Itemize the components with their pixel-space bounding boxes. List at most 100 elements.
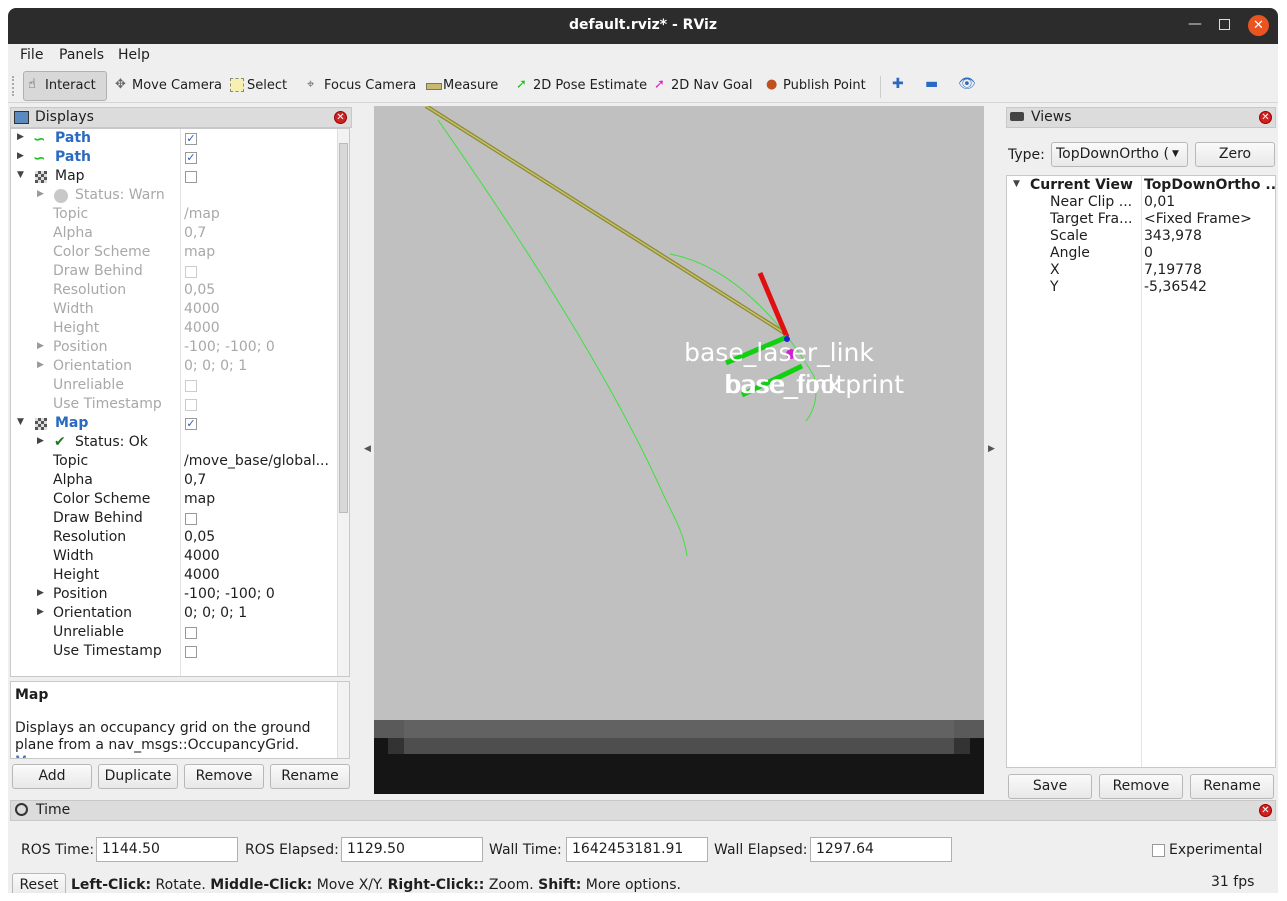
panel-close[interactable]: ✕ bbox=[1259, 804, 1272, 817]
expand-arrow[interactable]: ▶ bbox=[37, 588, 44, 598]
property-value[interactable]: -100; -100; 0 bbox=[184, 586, 275, 602]
button[interactable]: Duplicate bbox=[98, 764, 178, 789]
property-value[interactable]: 0; 0; 0; 1 bbox=[184, 605, 248, 621]
display-label: Height bbox=[53, 567, 100, 583]
hint-action: Move X/Y. bbox=[316, 877, 384, 893]
maximize-button[interactable] bbox=[1219, 19, 1230, 30]
type-label: Type: bbox=[1008, 147, 1045, 163]
property-value[interactable]: 4000 bbox=[184, 567, 220, 583]
panel-close[interactable]: ✕ bbox=[334, 111, 347, 124]
scrollbar-thumb[interactable] bbox=[339, 143, 348, 513]
3d-viewport[interactable]: base_laser_link base_footprint base_link bbox=[374, 106, 984, 794]
expand-arrow[interactable]: ▶ bbox=[37, 189, 44, 199]
expand-arrow[interactable]: ▶ bbox=[37, 360, 44, 370]
time-field: 1297.64 bbox=[810, 837, 952, 862]
property-value[interactable]: 0 bbox=[1144, 245, 1153, 261]
button[interactable]: Rename bbox=[270, 764, 350, 789]
tool-button[interactable]: 2D Nav Goal bbox=[671, 78, 753, 93]
expand-arrow[interactable]: ▼ bbox=[17, 170, 24, 180]
property-value: 4000 bbox=[184, 301, 220, 317]
checkbox[interactable]: ✓ bbox=[185, 132, 197, 145]
button[interactable]: Rename bbox=[1190, 774, 1274, 799]
display-label: Alpha bbox=[53, 225, 93, 241]
property-value[interactable]: <Fixed Frame> bbox=[1144, 211, 1252, 227]
window-title: default.rviz* - RViz bbox=[568, 17, 717, 33]
display-label[interactable]: Path bbox=[55, 149, 91, 165]
menu-item[interactable]: File bbox=[20, 47, 44, 63]
tool-button[interactable]: Interact bbox=[45, 78, 96, 93]
tool-button[interactable]: Focus Camera bbox=[324, 78, 417, 93]
property-value[interactable]: 343,978 bbox=[1144, 228, 1202, 244]
checkbox[interactable] bbox=[185, 627, 197, 639]
checkbox[interactable] bbox=[185, 171, 197, 183]
display-label[interactable]: Path bbox=[55, 130, 91, 146]
panel-header: Displays ✕ bbox=[10, 107, 352, 128]
expand-arrow[interactable]: ▼ bbox=[17, 417, 24, 427]
checkbox bbox=[185, 266, 197, 278]
view-tool[interactable]: ▬ bbox=[925, 76, 939, 92]
more-link[interactable]: More bbox=[15, 754, 50, 758]
time-field: 1642453181.91 bbox=[566, 837, 708, 862]
expand-arrow[interactable]: ▶ bbox=[17, 151, 24, 161]
display-label: Color Scheme bbox=[53, 491, 151, 507]
property-value[interactable]: -5,36542 bbox=[1144, 279, 1207, 295]
expand-arrow[interactable]: ▼ bbox=[1013, 179, 1020, 189]
property-value[interactable]: 0,05 bbox=[184, 529, 216, 545]
field-value: 1144.50 bbox=[102, 841, 160, 857]
pose-marker bbox=[786, 349, 796, 359]
tool-button[interactable]: Measure bbox=[443, 78, 499, 93]
menu-item[interactable]: Help bbox=[118, 47, 150, 63]
button[interactable]: Add bbox=[12, 764, 92, 789]
checkbox bbox=[185, 380, 197, 392]
property-value: -100; -100; 0 bbox=[184, 339, 275, 355]
property-value[interactable]: 0,7 bbox=[184, 472, 207, 488]
button[interactable]: Remove bbox=[1099, 774, 1183, 799]
reset-button[interactable]: Reset bbox=[12, 873, 66, 893]
checkbox[interactable] bbox=[185, 513, 197, 525]
tool-icon: ⌖ bbox=[307, 77, 315, 92]
checkbox[interactable] bbox=[1152, 844, 1165, 857]
view-tool[interactable]: 👁 bbox=[958, 76, 976, 92]
tool-button[interactable]: Move Camera bbox=[132, 78, 223, 93]
minimize-button[interactable]: — bbox=[1188, 16, 1202, 32]
frame-label: base_footprint bbox=[724, 370, 904, 399]
panel-close[interactable]: ✕ bbox=[1259, 111, 1272, 124]
button[interactable]: Remove bbox=[184, 764, 264, 789]
tool-button[interactable]: Publish Point bbox=[783, 78, 866, 93]
expand-arrow[interactable]: ▶ bbox=[37, 341, 44, 351]
display-label[interactable]: Map bbox=[55, 168, 85, 184]
property-value[interactable]: 7,19778 bbox=[1144, 262, 1202, 278]
property-value[interactable]: map bbox=[184, 491, 216, 507]
display-label: Orientation bbox=[53, 605, 133, 621]
button[interactable]: Save bbox=[1008, 774, 1092, 799]
close-button[interactable]: ✕ bbox=[1248, 15, 1269, 36]
tool-button[interactable]: 2D Pose Estimate bbox=[533, 78, 648, 93]
expand-arrow[interactable]: ▶ bbox=[17, 132, 24, 142]
property-value[interactable]: 0,01 bbox=[1144, 194, 1176, 210]
type-value: TopDownOrtho ( bbox=[1056, 146, 1169, 162]
property-value[interactable]: /move_base/global... bbox=[184, 453, 329, 469]
splitter-handle[interactable]: ◀ bbox=[364, 444, 371, 454]
display-label: Draw Behind bbox=[53, 510, 143, 526]
property-value: TopDownOrtho ... bbox=[1144, 177, 1276, 193]
checkbox[interactable] bbox=[185, 646, 197, 658]
splitter-handle[interactable]: ▶ bbox=[988, 444, 995, 454]
checkbox[interactable]: ✓ bbox=[185, 417, 197, 430]
expand-arrow[interactable]: ▶ bbox=[37, 607, 44, 617]
checkbox[interactable]: ✓ bbox=[185, 151, 197, 164]
z-axis bbox=[784, 336, 790, 342]
view-tool[interactable]: ✚ bbox=[892, 76, 904, 92]
display-label[interactable]: Map bbox=[55, 415, 89, 431]
tool-icon: ➚ bbox=[654, 77, 665, 92]
hint-action: Rotate. bbox=[155, 877, 206, 893]
property-value[interactable]: 4000 bbox=[184, 548, 220, 564]
column-divider bbox=[1141, 176, 1142, 767]
property-name: Scale bbox=[1050, 228, 1088, 244]
menu-item[interactable]: Panels bbox=[59, 47, 105, 63]
expand-arrow[interactable]: ▶ bbox=[37, 436, 44, 446]
tool-button[interactable]: Select bbox=[247, 78, 288, 93]
zero-button[interactable]: Zero bbox=[1195, 142, 1275, 167]
type-combo[interactable]: TopDownOrtho (▼ bbox=[1051, 142, 1188, 167]
map-icon bbox=[35, 171, 47, 183]
